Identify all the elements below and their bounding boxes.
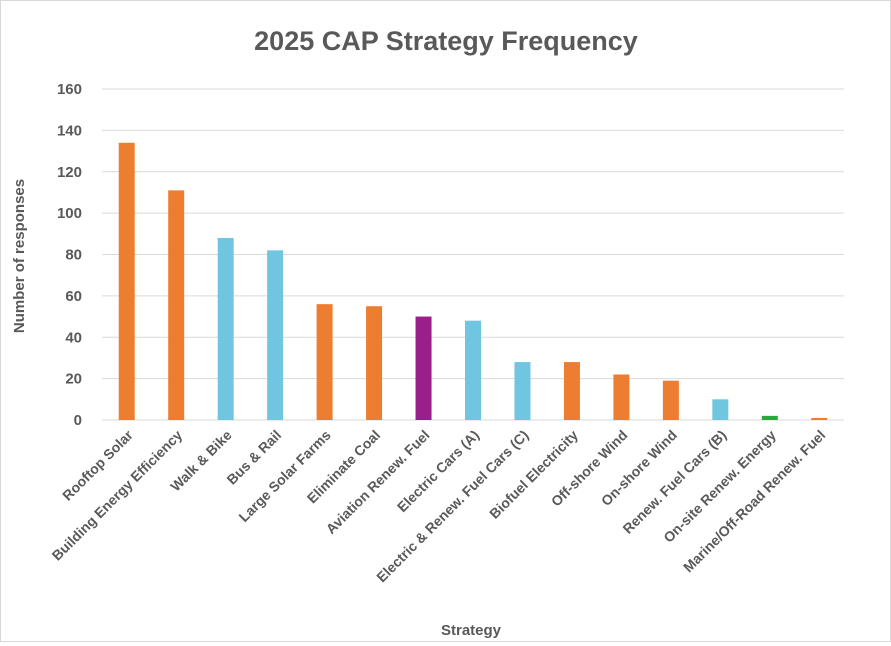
bars — [118, 142, 828, 420]
bar — [118, 142, 135, 420]
x-axis-label: Strategy — [441, 622, 502, 639]
bar — [761, 415, 778, 420]
x-tick-label: Biofuel Electricity — [486, 427, 581, 522]
bar — [712, 399, 729, 420]
y-tick-label: 60 — [65, 288, 82, 305]
bar — [514, 362, 531, 420]
y-tick-label: 160 — [57, 81, 82, 98]
bar — [168, 190, 185, 420]
bar — [415, 316, 432, 420]
y-tick-label: 0 — [74, 412, 82, 429]
bar — [366, 306, 383, 420]
y-tick-label: 40 — [65, 329, 82, 346]
y-tick-labels: 0 20 40 60 80 100 120 140 160 — [57, 81, 82, 429]
bar — [267, 250, 284, 420]
y-tick-label: 140 — [57, 122, 82, 139]
bar — [217, 237, 234, 420]
bar — [613, 374, 630, 420]
x-tick-label: Large Solar Farms — [235, 427, 333, 525]
y-tick-label: 80 — [65, 247, 82, 264]
y-tick-label: 20 — [65, 371, 82, 388]
y-tick-label: 120 — [57, 164, 82, 181]
bar — [316, 304, 333, 420]
y-tick-label: 100 — [57, 205, 82, 222]
y-axis-label: Number of responses — [11, 179, 28, 333]
bar — [465, 320, 481, 420]
chart-title: 2025 CAP Strategy Frequency — [254, 26, 638, 56]
bar — [811, 417, 828, 420]
bar — [563, 362, 580, 420]
bar — [662, 380, 679, 420]
